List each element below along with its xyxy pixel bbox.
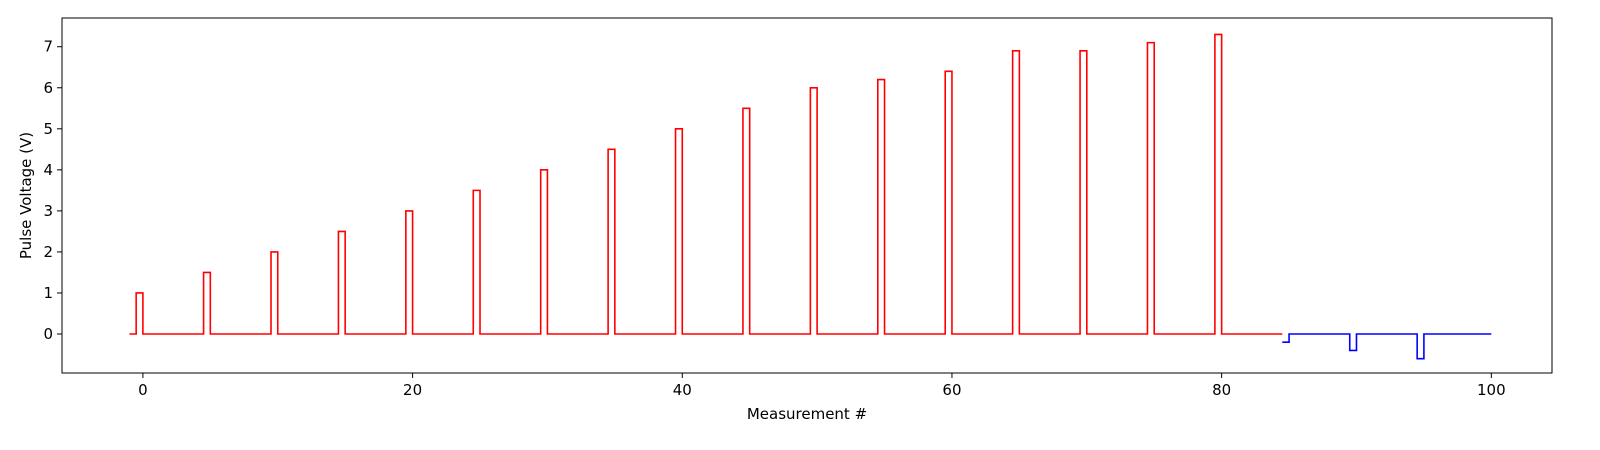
x-tick-label: 100: [1477, 381, 1506, 399]
plot-frame: [61, 17, 1553, 374]
plot-layer: [129, 33, 1492, 360]
x-tick-label: 80: [1212, 381, 1231, 399]
x-tick-label: 20: [403, 381, 422, 399]
x-tick-label: 60: [942, 381, 961, 399]
y-tick-label: 3: [43, 202, 53, 220]
y-axis-label: Pulse Voltage (V): [17, 132, 35, 259]
series-line-1: [129, 33, 1283, 335]
y-tick-label: 6: [43, 79, 53, 97]
y-tick-label: 5: [43, 120, 53, 138]
y-tick-label: 0: [43, 325, 53, 343]
y-tick-label: 7: [43, 38, 53, 56]
y-tick-label: 1: [43, 284, 53, 302]
x-axis-label: Measurement #: [747, 405, 867, 423]
series-line-2: [1282, 333, 1492, 360]
tick-layer: 0 20 40 60 80 100 0 1 2 3 4 5 6 7: [43, 38, 1505, 399]
y-tick-label: 2: [43, 243, 53, 261]
y-tick-label: 4: [43, 161, 53, 179]
x-tick-label: 40: [673, 381, 692, 399]
x-tick-label: 0: [138, 381, 148, 399]
